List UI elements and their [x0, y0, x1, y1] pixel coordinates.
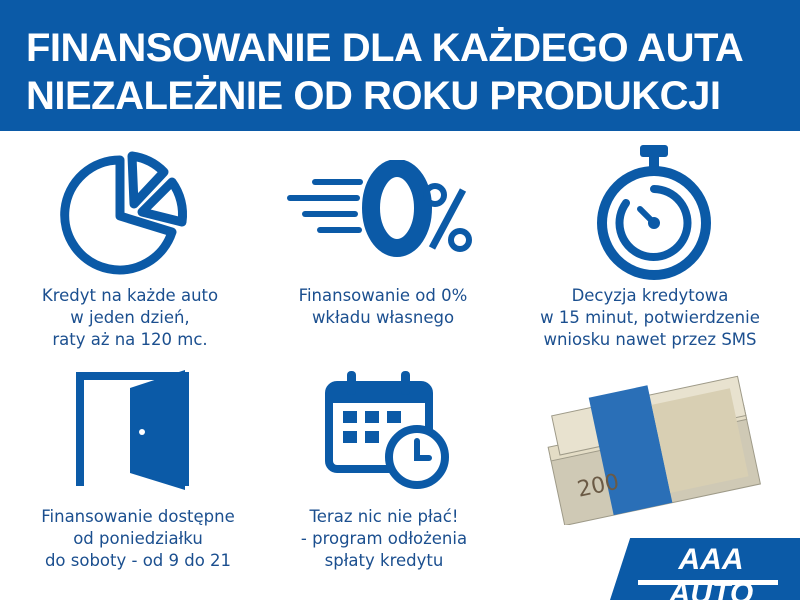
- feature-caption-deferral: Teraz nic nie płać! - program odłożenia …: [254, 506, 514, 572]
- door-icon: [76, 370, 189, 490]
- caption-line: do soboty - od 9 do 21: [44, 551, 232, 570]
- caption-line: spłaty kredytu: [324, 551, 444, 570]
- caption-line: Finansowanie dostępne: [41, 507, 235, 526]
- caption-line: Teraz nic nie płać!: [309, 507, 459, 526]
- caption-line: - program odłożenia: [300, 529, 468, 548]
- caption-line: Finansowanie od 0%: [298, 286, 468, 305]
- caption-line: wniosku nawet przez SMS: [543, 330, 757, 349]
- caption-line: Kredyt na każde auto: [41, 286, 219, 305]
- caption-line: w jeden dzień,: [70, 308, 190, 327]
- caption-line: raty aż na 120 mc.: [52, 330, 208, 349]
- logo-underline: [638, 580, 778, 585]
- aaa-auto-logo: AAA AUTO: [668, 543, 754, 610]
- pie-chart-icon: [60, 151, 188, 275]
- zero-percent-icon: [287, 160, 472, 257]
- stopwatch-icon: [597, 145, 711, 280]
- caption-line: wkładu własnego: [311, 308, 455, 327]
- feature-caption-credit: Kredyt na każde auto w jeden dzień, raty…: [0, 285, 260, 351]
- caption-line: Decyzja kredytowa: [571, 286, 729, 305]
- caption-line: w 15 minut, potwierdzenie: [540, 308, 760, 327]
- header-banner: [0, 0, 800, 131]
- feature-caption-zero-down: Finansowanie od 0% wkładu własnego: [253, 285, 513, 329]
- banknotes-illustration: 200: [547, 375, 761, 525]
- caption-line: od poniedziałku: [73, 529, 203, 548]
- headline-line-2: NIEZALEŻNIE OD ROKU PRODUKCJI: [26, 74, 721, 118]
- headline-line-1: FINANSOWANIE DLA KAŻDEGO AUTA: [26, 26, 744, 70]
- calendar-clock-icon: [325, 371, 449, 489]
- feature-caption-hours: Finansowanie dostępne od poniedziałku do…: [8, 506, 268, 572]
- feature-caption-decision: Decyzja kredytowa w 15 minut, potwierdze…: [520, 285, 780, 351]
